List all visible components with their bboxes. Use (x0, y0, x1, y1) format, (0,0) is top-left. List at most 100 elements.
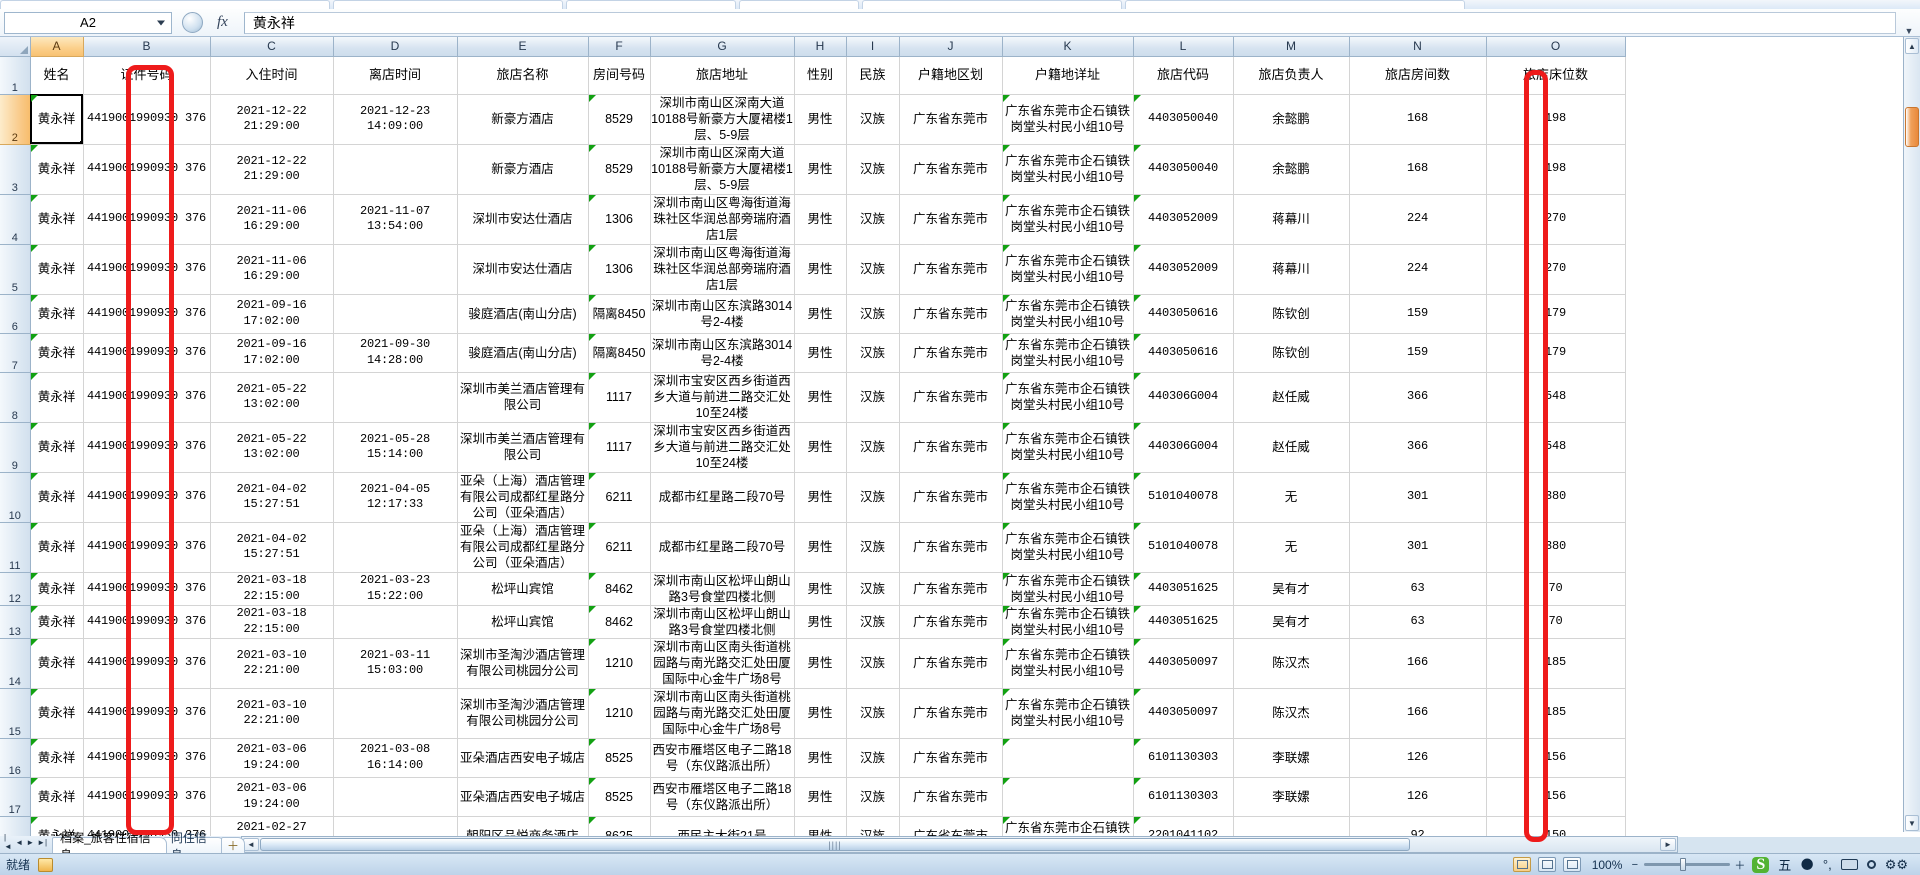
header-cell-domicile-detail[interactable]: 户籍地详址 (1002, 56, 1134, 95)
room-number-cell[interactable]: 8529 (588, 94, 651, 145)
expand-formula-bar-icon[interactable]: ▼ (1904, 26, 1914, 36)
domicile-area-cell[interactable]: 广东省东莞市 (899, 638, 1003, 689)
bed-count-cell[interactable]: 548 (1486, 372, 1626, 423)
header-cell-hotel[interactable]: 旅店名称 (457, 56, 589, 95)
name-cell[interactable]: 黄永祥 (30, 422, 84, 473)
domicile-detail-cell[interactable]: 广东省东莞市企石镇铁岗堂头村民小组10号 (1002, 816, 1134, 837)
room-number-cell[interactable]: 8625 (588, 816, 651, 837)
table-row[interactable]: 4 黄永祥 4419001990930 376 2021-11-06 16:29:00… (0, 194, 1626, 245)
table-row[interactable]: 2 黄永祥 4419001990930 376 2021-12-22 21:29:00… (0, 94, 1626, 145)
scroll-up-icon[interactable]: ▲ (1905, 38, 1919, 54)
name-cell[interactable]: 黄永祥 (30, 294, 84, 334)
domicile-area-cell[interactable]: 广东省东莞市 (899, 472, 1003, 523)
gender-cell[interactable]: 男性 (794, 422, 847, 473)
name-cell[interactable]: 黄永祥 (30, 333, 84, 373)
checkout-cell[interactable]: 2021-11-07 13:54:00 (333, 194, 458, 245)
id-cell[interactable]: 4419001990930 376 (83, 194, 211, 245)
bed-count-cell[interactable]: 179 (1486, 333, 1626, 373)
column-header-F[interactable]: F (588, 37, 651, 57)
domicile-area-cell[interactable]: 广东省东莞市 (899, 816, 1003, 837)
header-cell-beds[interactable]: 旅店床位数 (1486, 56, 1626, 95)
checkout-cell[interactable] (333, 144, 458, 195)
hotel-manager-cell[interactable]: 吴有才 (1233, 572, 1350, 606)
column-header-O[interactable]: O (1486, 37, 1626, 57)
domicile-area-cell[interactable]: 广东省东莞市 (899, 522, 1003, 573)
table-row[interactable]: 6 黄永祥 4419001990930 376 2021-09-16 17:02:00… (0, 294, 1626, 334)
domicile-detail-cell[interactable]: 广东省东莞市企石镇铁岗堂头村民小组10号 (1002, 194, 1134, 245)
hotel-name-cell[interactable]: 朝阳区品悦商务酒店 (457, 816, 589, 837)
hotel-name-cell[interactable]: 深圳市圣淘沙酒店管理有限公司桃园分公司 (457, 638, 589, 689)
name-cell[interactable]: 黄永祥 (30, 472, 84, 523)
hotel-code-cell[interactable]: 440306G004 (1133, 372, 1234, 423)
scroll-down-icon[interactable]: ▼ (1905, 815, 1919, 831)
select-all-corner[interactable] (0, 37, 31, 57)
hotel-code-cell[interactable]: 4403051625 (1133, 605, 1234, 639)
header-cell-room[interactable]: 房间号码 (588, 56, 651, 95)
domicile-detail-cell[interactable]: 广东省东莞市企石镇铁岗堂头村民小组10号 (1002, 605, 1134, 639)
ethnic-cell[interactable]: 汉族 (846, 472, 900, 523)
ime-punctuation-icon[interactable]: °, (1822, 857, 1832, 872)
hotel-code-cell[interactable]: 440306G004 (1133, 422, 1234, 473)
hotel-address-cell[interactable]: 深圳市宝安区西乡街道西乡大道与前进二路交汇处10至24楼 (650, 422, 795, 473)
id-cell[interactable]: 4419001990930 376 (83, 472, 211, 523)
checkin-cell[interactable]: 2021-09-16 17:02:00 (210, 333, 334, 373)
room-number-cell[interactable]: 1306 (588, 244, 651, 295)
checkout-cell[interactable]: 2021-09-30 14:28:00 (333, 333, 458, 373)
column-header-C[interactable]: C (210, 37, 334, 57)
header-cell-id[interactable]: 证件号码 (83, 56, 211, 95)
domicile-area-cell[interactable]: 广东省东莞市 (899, 144, 1003, 195)
row-header-11[interactable]: 11 (0, 522, 31, 573)
view-page-layout-icon[interactable] (1538, 857, 1557, 872)
room-number-cell[interactable]: 8462 (588, 572, 651, 606)
name-cell[interactable]: 黄永祥 (30, 522, 84, 573)
hotel-name-cell[interactable]: 深圳市美兰酒店管理有限公司 (457, 372, 589, 423)
gender-cell[interactable]: 男性 (794, 372, 847, 423)
name-cell[interactable]: 黄永祥 (30, 94, 84, 145)
hotel-manager-cell[interactable]: 陈钦创 (1233, 333, 1350, 373)
checkin-cell[interactable]: 2021-12-22 21:29:00 (210, 144, 334, 195)
hotel-name-cell[interactable]: 新豪方酒店 (457, 144, 589, 195)
hotel-name-cell[interactable]: 亚朵酒店西安电子城店 (457, 738, 589, 778)
macro-record-icon[interactable] (38, 857, 54, 872)
domicile-detail-cell[interactable]: 广东省东莞市企石镇铁岗堂头村民小组10号 (1002, 572, 1134, 606)
hotel-address-cell[interactable]: 深圳市南山区南头街道桃园路与南光路交汇处田厦国际中心金牛广场8号 (650, 688, 795, 739)
hotel-address-cell[interactable]: 深圳市南山区深南大道10188号新豪方大厦裙楼1层、5-9层 (650, 144, 795, 195)
row-header-1[interactable]: 1 (0, 56, 31, 95)
room-count-cell[interactable]: 168 (1349, 144, 1487, 195)
gender-cell[interactable]: 男性 (794, 333, 847, 373)
bed-count-cell[interactable]: 70 (1486, 572, 1626, 606)
name-cell[interactable]: 黄永祥 (30, 738, 84, 778)
id-cell[interactable]: 4419001990930 376 (83, 777, 211, 817)
domicile-detail-cell[interactable]: 广东省东莞市企石镇铁岗堂头村民小组10号 (1002, 294, 1134, 334)
room-count-cell[interactable]: 301 (1349, 472, 1487, 523)
checkout-cell[interactable] (333, 372, 458, 423)
bed-count-cell[interactable]: 198 (1486, 144, 1626, 195)
table-row[interactable]: 9 黄永祥 4419001990930 376 2021-05-22 13:02:00… (0, 422, 1626, 473)
row-header-5[interactable]: 5 (0, 244, 31, 295)
domicile-detail-cell[interactable]: 广东省东莞市企石镇铁岗堂头村民小组10号 (1002, 472, 1134, 523)
table-row[interactable]: 8 黄永祥 4419001990930 376 2021-05-22 13:02:00… (0, 372, 1626, 423)
domicile-area-cell[interactable]: 广东省东莞市 (899, 605, 1003, 639)
hotel-address-cell[interactable]: 西安市雁塔区电子二路18号（东仪路派出所） (650, 777, 795, 817)
checkout-cell[interactable] (333, 244, 458, 295)
checkin-cell[interactable]: 2021-11-06 16:29:00 (210, 244, 334, 295)
name-box[interactable]: A2 (4, 11, 172, 34)
table-row[interactable]: 15 黄永祥 4419001990930 376 2021-03-10 22:21:0… (0, 688, 1626, 739)
user-icon[interactable] (1866, 860, 1876, 869)
hotel-manager-cell[interactable]: 余懿鹏 (1233, 94, 1350, 145)
hotel-manager-cell[interactable]: 李联嫘 (1233, 777, 1350, 817)
header-cell-ethnic[interactable]: 民族 (846, 56, 900, 95)
bed-count-cell[interactable]: 185 (1486, 638, 1626, 689)
table-row[interactable]: 5 黄永祥 4419001990930 376 2021-11-06 16:29:00… (0, 244, 1626, 295)
checkout-cell[interactable]: 2021-03-08 16:14:00 (333, 738, 458, 778)
domicile-detail-cell[interactable]: 广东省东莞市企石镇铁岗堂头村民小组10号 (1002, 522, 1134, 573)
header-cell-manager[interactable]: 旅店负责人 (1233, 56, 1350, 95)
sheet-nav-buttons[interactable]: |◄ ◄ ► ►| (0, 833, 52, 853)
checkout-cell[interactable]: 2021-12-23 14:09:00 (333, 94, 458, 145)
domicile-detail-cell[interactable]: 广东省东莞市企石镇铁岗堂头村民小组10号 (1002, 244, 1134, 295)
hotel-code-cell[interactable]: 6101130303 (1133, 777, 1234, 817)
hotel-address-cell[interactable]: 成都市红星路二段70号 (650, 472, 795, 523)
id-cell[interactable]: 4419001990930 376 (83, 422, 211, 473)
gender-cell[interactable]: 男性 (794, 605, 847, 639)
ribbon-tab-ghost-6[interactable] (1125, 0, 1465, 9)
